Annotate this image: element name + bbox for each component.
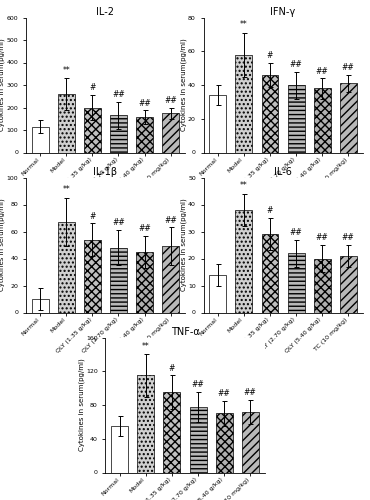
Text: **: ** xyxy=(63,186,70,194)
Bar xyxy=(287,85,305,152)
Text: #: # xyxy=(89,212,95,220)
Text: #: # xyxy=(267,52,273,60)
Bar xyxy=(216,414,233,472)
Text: ##: ## xyxy=(342,63,354,72)
Text: ##: ## xyxy=(192,380,204,389)
Bar xyxy=(235,210,252,312)
Text: ##: ## xyxy=(164,96,177,105)
Bar xyxy=(162,246,179,312)
Bar xyxy=(58,222,75,312)
Text: ##: ## xyxy=(138,224,151,233)
Bar xyxy=(136,117,153,152)
Text: ##: ## xyxy=(218,389,231,398)
Text: ##: ## xyxy=(164,216,177,225)
Bar xyxy=(110,248,127,312)
Text: #: # xyxy=(89,84,95,92)
Y-axis label: Cytokines in serum(pg/ml): Cytokines in serum(pg/ml) xyxy=(0,198,5,292)
Bar xyxy=(162,113,179,152)
Bar xyxy=(242,412,259,472)
Text: **: ** xyxy=(240,182,248,190)
Title: IL-1β: IL-1β xyxy=(93,166,118,176)
Text: **: ** xyxy=(142,342,150,351)
Bar xyxy=(110,116,127,152)
Bar xyxy=(136,252,153,312)
Text: **: ** xyxy=(240,20,248,30)
Text: ##: ## xyxy=(290,60,302,69)
Bar xyxy=(314,88,331,152)
Text: **: ** xyxy=(63,66,70,75)
Text: #: # xyxy=(267,206,273,216)
Bar xyxy=(235,54,252,152)
Bar xyxy=(111,426,128,472)
Y-axis label: Cytokines in serum(pg/ml): Cytokines in serum(pg/ml) xyxy=(78,358,85,452)
Title: IL-2: IL-2 xyxy=(97,6,114,16)
Title: TNF-α: TNF-α xyxy=(171,326,199,336)
Bar xyxy=(262,75,279,152)
Bar xyxy=(84,108,101,152)
Bar xyxy=(32,299,49,312)
Text: ##: ## xyxy=(112,90,125,99)
Y-axis label: Cytokines in serum(pg/ml): Cytokines in serum(pg/ml) xyxy=(180,38,186,132)
Bar xyxy=(340,84,357,152)
Bar xyxy=(58,94,75,152)
Text: ##: ## xyxy=(290,228,302,237)
Bar xyxy=(189,406,206,472)
Bar xyxy=(340,256,357,312)
Bar xyxy=(287,253,305,312)
Title: IFN-γ: IFN-γ xyxy=(270,6,296,16)
Y-axis label: Cytokines in serum(pg/ml): Cytokines in serum(pg/ml) xyxy=(180,198,186,292)
Bar xyxy=(32,126,49,152)
Bar xyxy=(84,240,101,312)
Text: ##: ## xyxy=(244,388,256,397)
Bar xyxy=(137,376,154,472)
Text: ##: ## xyxy=(316,66,329,76)
Bar xyxy=(164,392,181,472)
Text: ##: ## xyxy=(138,98,151,108)
Text: ##: ## xyxy=(342,234,354,242)
Text: ##: ## xyxy=(112,218,125,228)
Title: IL-6: IL-6 xyxy=(274,166,292,176)
Text: #: # xyxy=(169,364,175,373)
Bar xyxy=(314,258,331,312)
Bar xyxy=(262,234,279,312)
Bar xyxy=(209,95,226,152)
Y-axis label: Cytokines in serum(pg/ml): Cytokines in serum(pg/ml) xyxy=(0,38,5,132)
Text: ##: ## xyxy=(316,234,329,242)
Bar xyxy=(209,274,226,312)
